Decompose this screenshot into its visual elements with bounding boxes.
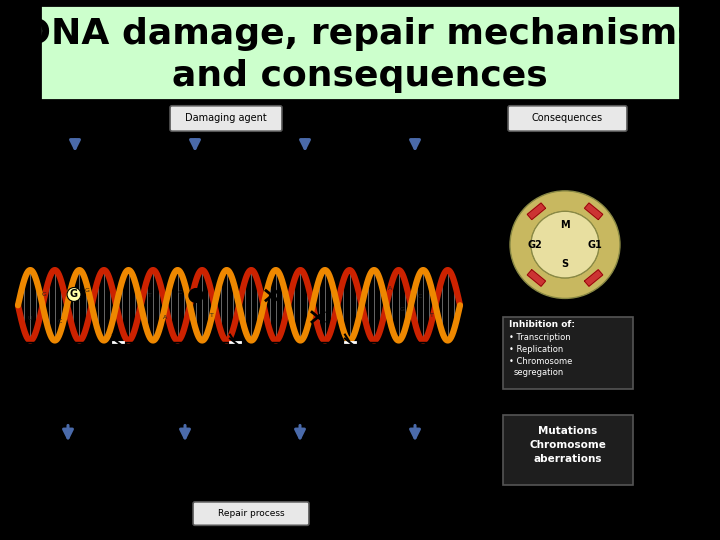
Text: Base-excision
repair (BER): Base-excision repair (BER) — [43, 447, 93, 462]
Text: (cell death): (cell death) — [650, 351, 702, 360]
Text: T: T — [430, 313, 434, 318]
Text: segregation: segregation — [514, 368, 564, 377]
Text: • Replication: • Replication — [509, 345, 563, 354]
Text: G: G — [70, 289, 78, 300]
Text: G: G — [400, 307, 405, 312]
Text: arrest: arrest — [650, 254, 675, 264]
Text: Nucleotide-excision
repair (NER): Nucleotide-excision repair (NER) — [150, 447, 220, 462]
Polygon shape — [585, 203, 603, 220]
FancyBboxPatch shape — [508, 106, 627, 131]
Text: X-rays
Anti-tumour agents
(cis-Pt, MMC): X-rays Anti-tumour agents (cis-Pt, MMC) — [270, 159, 340, 181]
Text: Consequences: Consequences — [531, 113, 603, 124]
Polygon shape — [585, 269, 603, 286]
Text: Repair process: Repair process — [217, 509, 284, 518]
Text: aberrations: aberrations — [534, 454, 602, 464]
Text: • Transcription: • Transcription — [509, 334, 571, 342]
Polygon shape — [527, 269, 546, 286]
Text: T: T — [148, 293, 152, 299]
FancyBboxPatch shape — [503, 317, 633, 389]
Text: G2: G2 — [528, 240, 542, 249]
Wedge shape — [510, 191, 620, 299]
Text: disease: disease — [650, 462, 685, 470]
Text: C: C — [418, 294, 423, 300]
Text: Recombinational
repair (HR, EJ): Recombinational repair (HR, EJ) — [270, 447, 330, 462]
Text: and consequences: and consequences — [172, 59, 548, 93]
Text: A: A — [163, 315, 167, 320]
Text: b: b — [488, 112, 498, 126]
Text: (Transient): (Transient) — [650, 235, 695, 244]
Text: Damaging agent: Damaging agent — [185, 113, 267, 124]
Text: G: G — [42, 292, 47, 296]
Text: A–G Mismatch
T–C Mismatch
Insertion
Deletion: A–G Mismatch T–C Mismatch Insertion Dele… — [390, 349, 441, 380]
Text: T: T — [210, 313, 214, 318]
Text: A: A — [388, 286, 392, 291]
Text: a: a — [10, 112, 19, 126]
Circle shape — [531, 211, 599, 278]
Text: G: G — [85, 288, 90, 293]
Text: Uracil
Abasic site
8-Oxoguanine
Single-strand break: Uracil Abasic site 8-Oxoguanine Single-s… — [32, 349, 104, 380]
Text: Inhibition of:: Inhibition of: — [509, 320, 575, 329]
Text: Ageing: Ageing — [650, 442, 682, 451]
Text: Replication
errors: Replication errors — [395, 159, 435, 173]
Text: Cancer: Cancer — [650, 432, 682, 441]
Text: Apoptosis: Apoptosis — [650, 341, 694, 350]
FancyBboxPatch shape — [193, 502, 309, 525]
Polygon shape — [527, 203, 546, 220]
Text: G1: G1 — [588, 240, 603, 249]
Circle shape — [189, 289, 203, 302]
FancyBboxPatch shape — [503, 415, 633, 485]
FancyBboxPatch shape — [170, 106, 282, 131]
Text: C: C — [178, 289, 182, 294]
Text: DNA damage, repair mechanisms: DNA damage, repair mechanisms — [21, 17, 699, 51]
Text: M: M — [560, 220, 570, 230]
Text: (6-4)PP
Bulky adduct
CPD: (6-4)PP Bulky adduct CPD — [161, 349, 209, 372]
Text: Inborn: Inborn — [650, 452, 679, 461]
Text: Interstrand cross-link
Double-strand break: Interstrand cross-link Double-strand bre… — [262, 349, 338, 363]
Text: Chromosome: Chromosome — [530, 440, 606, 450]
Text: X-rays
Oxygen radicals
Alkylating agents
Spontaneous reactions: X-rays Oxygen radicals Alkylating agents… — [34, 159, 117, 190]
Text: Mismatch repair: Mismatch repair — [386, 447, 444, 453]
Text: S: S — [562, 259, 569, 269]
Text: Mutations: Mutations — [539, 427, 598, 436]
Text: UV light
Polycyclic aromatic
hydrocarbons: UV light Polycyclic aromatic hydrocarbon… — [161, 159, 230, 181]
Text: cell-cycle: cell-cycle — [650, 245, 690, 254]
Text: • Chromosome: • Chromosome — [509, 357, 572, 366]
Text: U: U — [28, 316, 32, 321]
Text: C: C — [58, 319, 63, 324]
